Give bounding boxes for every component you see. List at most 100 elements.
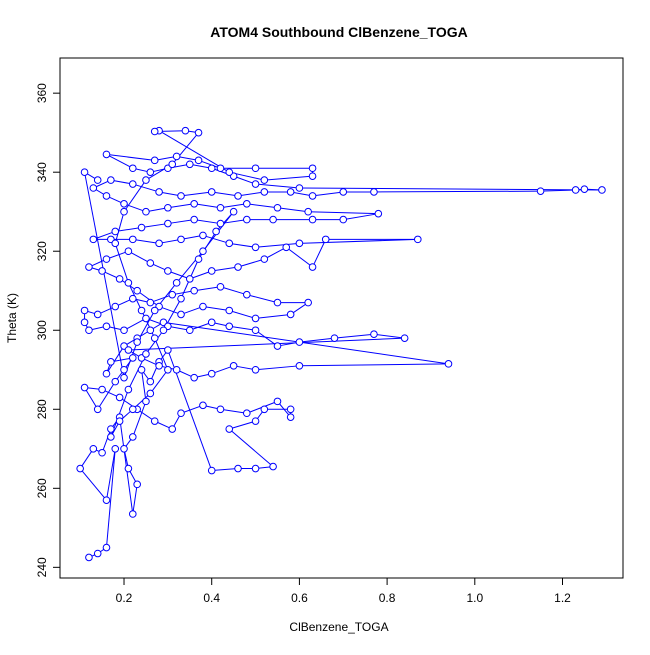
data-point	[128, 405, 137, 414]
series-segment	[132, 484, 138, 515]
series-segment	[373, 190, 541, 193]
data-point	[286, 413, 295, 421]
series-segment	[115, 227, 142, 232]
data-point	[234, 464, 242, 473]
data-point	[155, 362, 163, 370]
data-point	[194, 255, 203, 263]
series-segment	[237, 191, 265, 197]
data-point	[295, 362, 304, 370]
series-segment	[237, 258, 265, 268]
data-point	[133, 338, 141, 346]
data-point	[185, 326, 194, 335]
data-point	[251, 314, 260, 323]
data-point	[273, 342, 282, 350]
data-point	[137, 223, 146, 232]
series-segment	[246, 294, 278, 304]
data-point	[172, 279, 181, 287]
data-point	[286, 405, 295, 414]
data-point	[339, 215, 348, 224]
series-segment	[132, 238, 160, 244]
data-point	[413, 235, 422, 244]
chart-title: ATOM4 Southbound ClBenzene_TOGA	[210, 24, 467, 40]
data-point	[128, 433, 137, 441]
data-point	[598, 186, 606, 194]
data-point	[229, 207, 238, 216]
data-point	[177, 310, 185, 319]
data-point	[194, 156, 203, 165]
series-segment	[106, 153, 155, 161]
data-point	[216, 282, 225, 291]
data-point	[185, 160, 194, 169]
data-point	[190, 286, 198, 295]
series-segment	[220, 203, 247, 209]
data-point	[260, 255, 269, 263]
x-tick-label: 0.6	[291, 591, 308, 605]
data-point	[216, 164, 225, 173]
data-point	[128, 180, 137, 188]
data-point	[89, 184, 98, 192]
data-point	[207, 466, 216, 475]
data-series	[76, 126, 606, 562]
series-segment	[229, 420, 256, 430]
data-point	[304, 207, 312, 216]
data-point	[177, 409, 185, 418]
series-segment	[299, 363, 449, 367]
series-segment	[106, 153, 134, 169]
series-segment	[136, 290, 160, 307]
series-segment	[255, 183, 300, 189]
data-point	[146, 298, 155, 307]
series-segment	[150, 294, 173, 304]
series-segment	[334, 333, 374, 339]
x-tick-label: 0.8	[379, 591, 396, 605]
data-point	[164, 203, 172, 212]
data-point	[120, 207, 128, 216]
series-segment	[158, 306, 182, 315]
data-point	[124, 247, 133, 256]
data-point	[199, 247, 207, 256]
series-segment	[163, 321, 449, 365]
data-point	[251, 365, 260, 374]
data-point	[150, 417, 159, 425]
data-point	[155, 239, 163, 248]
y-tick-label: 360	[35, 83, 49, 103]
data-point	[242, 200, 251, 208]
data-point	[150, 306, 159, 315]
data-point	[150, 127, 159, 136]
series-segment	[132, 183, 160, 193]
series-segment	[255, 242, 300, 248]
data-point	[85, 326, 93, 335]
data-point	[295, 239, 304, 248]
data-point	[137, 365, 146, 374]
data-point	[207, 267, 216, 275]
y-axis-label: Theta (K)	[5, 293, 19, 343]
data-point	[168, 425, 177, 433]
series-segment	[220, 286, 247, 296]
data-point	[89, 235, 98, 244]
data-point	[304, 298, 312, 307]
data-point	[177, 294, 185, 303]
data-point	[308, 192, 317, 200]
x-tick-label: 1.2	[554, 591, 571, 605]
data-point	[146, 259, 155, 267]
data-point	[120, 373, 128, 382]
data-point	[115, 417, 124, 425]
series-segment	[312, 239, 327, 268]
series-segment	[299, 238, 418, 244]
y-tick-label: 240	[35, 557, 49, 577]
data-point	[102, 192, 111, 200]
series-segment	[211, 191, 239, 197]
series-segment	[97, 381, 116, 410]
data-point	[102, 255, 111, 263]
series-segment	[114, 243, 129, 283]
data-point	[128, 354, 137, 362]
series-segment	[114, 211, 125, 244]
series-segment	[233, 175, 256, 185]
data-point	[177, 235, 185, 244]
data-point	[107, 433, 115, 441]
data-point	[85, 263, 93, 271]
data-point	[216, 219, 225, 228]
data-point	[120, 365, 128, 374]
data-point	[212, 227, 220, 236]
data-point	[273, 203, 282, 212]
data-point	[308, 164, 317, 173]
